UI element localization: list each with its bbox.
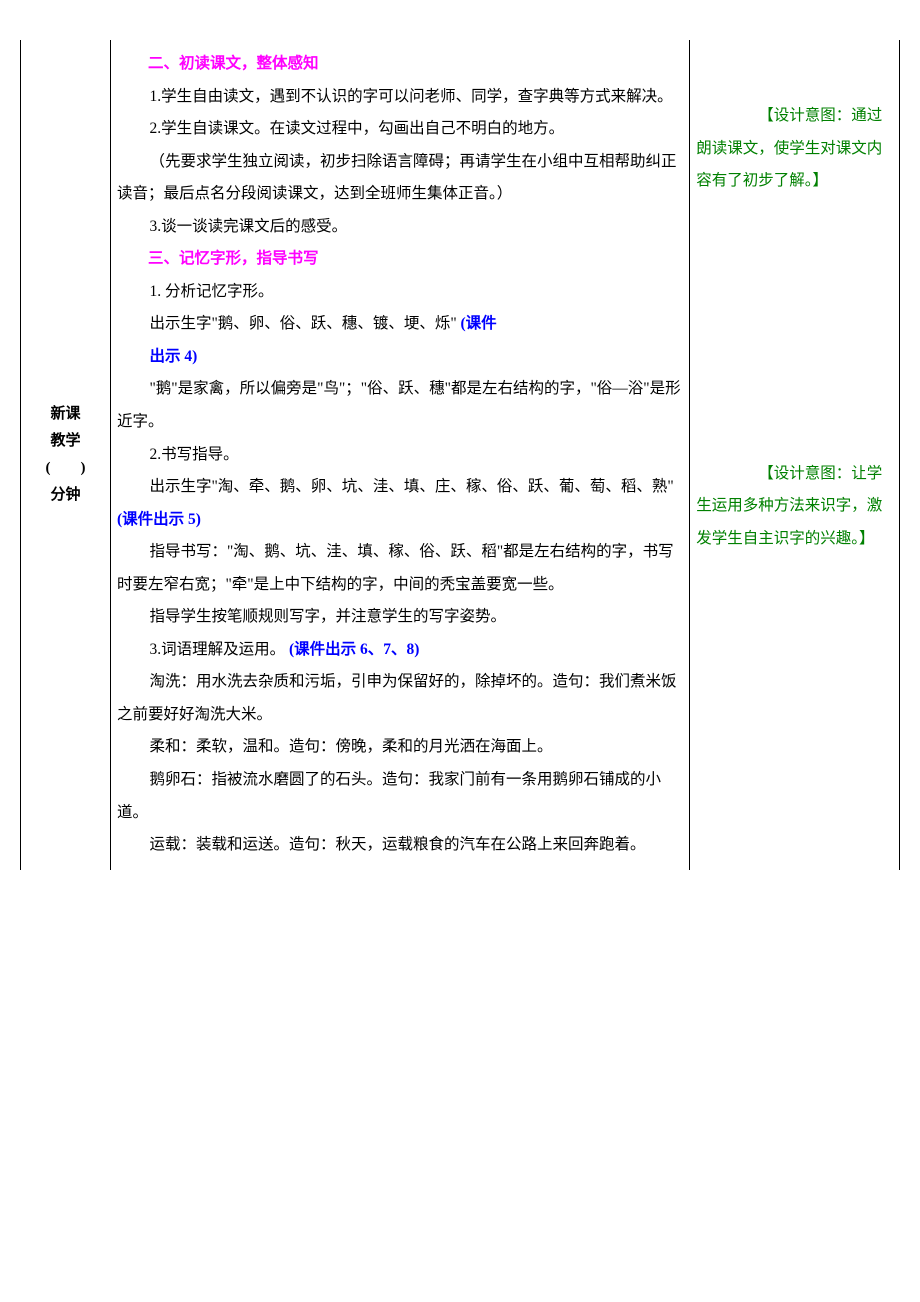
section-heading-2: 三、记忆字形，指导书写 xyxy=(117,243,683,276)
paragraph: 出示生字"淘、牵、鹅、卵、坑、洼、填、庄、稼、俗、跃、葡、萄、稻、熟" (课件出… xyxy=(117,471,683,536)
paragraph: （先要求学生独立阅读，初步扫除语言障碍；再请学生在小组中互相帮助纠正读音；最后点… xyxy=(117,146,683,211)
section-heading-1: 二、初读课文，整体感知 xyxy=(117,48,683,81)
courseware-ref: 出示 4) xyxy=(149,348,197,365)
document-table: 新课 教学 ( ) 分钟 二、初读课文，整体感知 1.学生自由读文，遇到不认识的… xyxy=(20,40,900,870)
text-span: 出示生字"淘、牵、鹅、卵、坑、洼、填、庄、稼、俗、跃、葡、萄、稻、熟" xyxy=(149,478,673,495)
paragraph: 柔和：柔软，温和。造句：傍晚，柔和的月光洒在海面上。 xyxy=(117,731,683,764)
design-note-2: 【设计意图：让学生运用多种方法来识字，激发学生自主识字的兴趣。】 xyxy=(696,458,893,556)
text-span: 出示生字"鹅、卵、俗、跃、穗、镀、埂、烁" xyxy=(149,315,456,332)
stage-blank: ( ) xyxy=(27,455,104,482)
paragraph: 1. 分析记忆字形。 xyxy=(117,276,683,309)
text-span: 3.词语理解及运用。 xyxy=(149,641,289,658)
stage-label-2: 教学 xyxy=(27,428,104,455)
stage-label-1: 新课 xyxy=(27,401,104,428)
paragraph: 指导书写："淘、鹅、坑、洼、填、稼、俗、跃、稻"都是左右结构的字，书写时要左窄右… xyxy=(117,536,683,601)
right-column: 【设计意图：通过朗读课文，使学生对课文内容有了初步了解。】 【设计意图：让学生运… xyxy=(690,40,900,870)
paragraph: 淘洗：用水洗去杂质和污垢，引申为保留好的，除掉坏的。造句：我们煮米饭之前要好好淘… xyxy=(117,666,683,731)
text-span: 柔和：柔软，温和。造句：傍晚，柔和的月光洒在海面上。 xyxy=(149,738,552,755)
courseware-ref: (课件出示 6、7、8) xyxy=(289,641,419,658)
paragraph: 运载：装载和运送。造句：秋天，运载粮食的汽车在公路上来回奔跑着。 xyxy=(117,829,683,862)
paragraph: 出示生字"鹅、卵、俗、跃、穗、镀、埂、烁" (课件 xyxy=(117,308,683,341)
paragraph: 出示 4) xyxy=(117,341,683,374)
courseware-ref: (课件 xyxy=(461,315,497,332)
middle-column: 二、初读课文，整体感知 1.学生自由读文，遇到不认识的字可以问老师、同学，查字典… xyxy=(110,40,689,870)
paragraph: 2.书写指导。 xyxy=(117,439,683,472)
paragraph: 指导学生按笔顺规则写字，并注意学生的写字姿势。 xyxy=(117,601,683,634)
paragraph: 3.谈一谈读完课文后的感受。 xyxy=(117,211,683,244)
left-column: 新课 教学 ( ) 分钟 xyxy=(21,40,111,870)
paragraph: 鹅卵石：指被流水磨圆了的石头。造句：我家门前有一条用鹅卵石铺成的小道。 xyxy=(117,764,683,829)
paragraph: 2.学生自读课文。在读文过程中，勾画出自己不明白的地方。 xyxy=(117,113,683,146)
paragraph: "鹅"是家禽，所以偏旁是"鸟"；"俗、跃、穗"都是左右结构的字，"俗—浴"是形近… xyxy=(117,373,683,438)
table-row: 新课 教学 ( ) 分钟 二、初读课文，整体感知 1.学生自由读文，遇到不认识的… xyxy=(21,40,900,870)
design-note-1: 【设计意图：通过朗读课文，使学生对课文内容有了初步了解。】 xyxy=(696,100,893,198)
courseware-ref: (课件出示 5) xyxy=(117,511,201,528)
paragraph: 1.学生自由读文，遇到不认识的字可以问老师、同学，查字典等方式来解决。 xyxy=(117,81,683,114)
stage-unit: 分钟 xyxy=(27,482,104,509)
paragraph: 3.词语理解及运用。 (课件出示 6、7、8) xyxy=(117,634,683,667)
